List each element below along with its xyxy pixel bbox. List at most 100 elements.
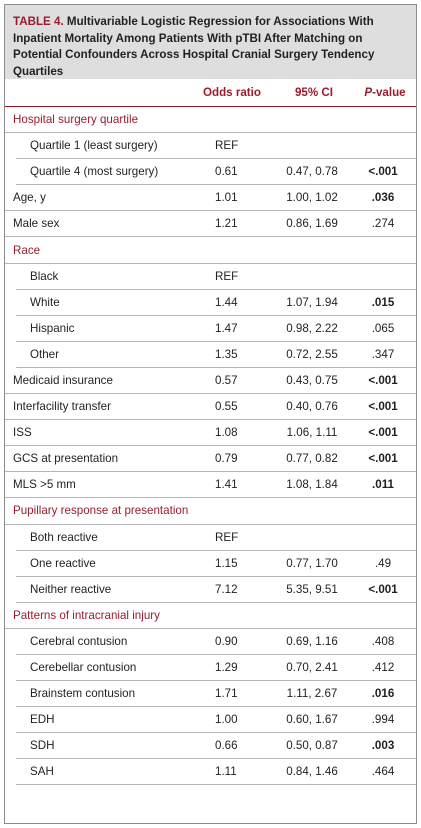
p-value-cell: .036 [371, 191, 395, 205]
p-value-cell: <.001 [368, 400, 398, 414]
odds-ratio-cell: 1.11 [215, 765, 237, 779]
table-row: ISS 1.08 1.06, 1.11 <.001 [5, 420, 416, 447]
table-caption: TABLE 4. Multivariable Logistic Regressi… [5, 5, 416, 79]
odds-ratio-cell: 0.61 [215, 165, 238, 179]
odds-ratio-cell: 1.47 [215, 321, 238, 335]
row-label: Male sex [13, 217, 60, 231]
table-row: Black REF [16, 264, 416, 290]
table-row: Interfacility transfer 0.55 0.40, 0.76 <.00… [5, 394, 416, 421]
table-row: Medicaid insurance 0.57 0.43, 0.75 <.001 [5, 368, 416, 395]
row-label: Cerebellar contusion [30, 661, 137, 675]
row-label: Hospital surgery quartile [13, 113, 139, 127]
table-row: Quartile 1 (least surgery) REF [16, 133, 416, 160]
p-italic: P [364, 86, 373, 99]
row-label: White [30, 295, 60, 309]
row-label: Pupillary response at presentation [13, 504, 189, 518]
table-row: Both reactive REF [16, 525, 416, 551]
odds-ratio-cell: REF [215, 530, 239, 544]
p-value-cell: .412 [371, 661, 395, 675]
table-row: One reactive 1.15 0.77, 1.70 .49 [16, 551, 416, 577]
section-header-row: Hospital surgery quartile [5, 107, 416, 134]
odds-ratio-cell: 1.41 [215, 478, 238, 492]
p-suffix: -value [372, 86, 406, 99]
p-value-cell: <.001 [368, 373, 398, 387]
row-label: One reactive [30, 556, 96, 570]
ci-cell: 0.47, 0.78 [286, 165, 338, 179]
row-label: Brainstem contusion [30, 687, 136, 701]
table-row: EDH 1.00 0.60, 1.67 .994 [16, 707, 416, 734]
odds-ratio-cell: 1.15 [215, 556, 238, 570]
table-row: Hispanic 1.47 0.98, 2.22 .065 [16, 316, 416, 342]
table-row: GCS at presentation 0.79 0.77, 0.82 <.001 [5, 446, 416, 473]
table-row: Male sex 1.21 0.86, 1.69 .274 [5, 211, 416, 238]
row-label: ISS [13, 426, 32, 440]
row-label: EDH [30, 713, 55, 727]
ci-cell: 0.40, 0.76 [286, 400, 338, 414]
table-row: Neither reactive 7.12 5.35, 9.51 <.001 [16, 577, 416, 603]
row-label: Quartile 1 (least surgery) [30, 139, 158, 153]
p-value-cell: .003 [371, 739, 395, 753]
table-title: Multivariable Logistic Regression for As… [13, 15, 375, 78]
table-label: TABLE 4. [13, 15, 64, 28]
odds-ratio-cell: 1.21 [215, 217, 238, 231]
column-header-odds-ratio: Odds ratio [203, 86, 261, 99]
row-label: Neither reactive [30, 582, 112, 596]
p-value-cell: .408 [371, 634, 395, 648]
ci-cell: 5.35, 9.51 [286, 582, 338, 596]
row-label: Interfacility transfer [13, 400, 111, 414]
ci-cell: 0.98, 2.22 [286, 321, 338, 335]
ci-cell: 0.60, 1.67 [286, 713, 338, 727]
p-value-cell: <.001 [368, 582, 398, 596]
p-value-cell: .065 [371, 321, 395, 335]
odds-ratio-cell: 7.12 [215, 582, 238, 596]
odds-ratio-cell: 0.55 [215, 400, 238, 414]
p-value-cell: .464 [371, 765, 395, 779]
odds-ratio-cell: 0.79 [215, 452, 238, 466]
p-value-cell: .011 [372, 478, 394, 492]
ci-cell: 0.86, 1.69 [286, 217, 338, 231]
row-label: SDH [30, 739, 55, 753]
odds-ratio-cell: REF [215, 139, 239, 153]
column-header-p-value: P-value [355, 86, 415, 99]
odds-ratio-cell: 1.35 [215, 347, 238, 361]
row-label: Hispanic [30, 321, 75, 335]
section-header-row: Patterns of intracranial injury [5, 603, 416, 629]
p-value-cell: <.001 [368, 165, 398, 179]
table-row: Cerebral contusion 0.90 0.69, 1.16 .408 [16, 629, 416, 655]
section-header-row: Pupillary response at presentation [5, 498, 416, 525]
row-label: SAH [30, 765, 54, 779]
row-label: Race [13, 243, 41, 257]
p-value-cell: .347 [371, 347, 395, 361]
odds-ratio-cell: 1.44 [215, 295, 238, 309]
table-body: Hospital surgery quartile Quartile 1 (lea… [5, 107, 416, 786]
ci-cell: 0.70, 2.41 [286, 661, 338, 675]
table-frame: TABLE 4. Multivariable Logistic Regressi… [4, 4, 417, 824]
ci-cell: 0.77, 0.82 [286, 452, 338, 466]
row-label: Other [30, 347, 59, 361]
table-row: White 1.44 1.07, 1.94 .015 [16, 290, 416, 316]
table-row: Age, y 1.01 1.00, 1.02 .036 [5, 185, 416, 212]
column-header-ci: 95% CI [294, 86, 334, 99]
odds-ratio-cell: REF [215, 269, 239, 283]
row-label: MLS >5 mm [13, 478, 76, 492]
table-row: Quartile 4 (most surgery) 0.61 0.47, 0.78 <… [16, 159, 416, 186]
ci-cell: 0.84, 1.46 [286, 765, 338, 779]
p-value-cell: .015 [371, 295, 395, 309]
section-header-row: Race [5, 237, 416, 264]
ci-cell: 0.43, 0.75 [286, 373, 338, 387]
odds-ratio-cell: 0.90 [215, 634, 238, 648]
odds-ratio-cell: 1.71 [215, 687, 238, 701]
row-label: Medicaid insurance [13, 373, 113, 387]
p-value-cell: <.001 [368, 452, 398, 466]
odds-ratio-cell: 0.66 [215, 739, 238, 753]
table-row: Cerebellar contusion 1.29 0.70, 2.41 .412 [16, 655, 416, 682]
ci-cell: 0.77, 1.70 [286, 556, 338, 570]
row-label: Cerebral contusion [30, 634, 128, 648]
table-row: SDH 0.66 0.50, 0.87 .003 [16, 733, 416, 760]
ci-cell: 1.06, 1.11 [286, 426, 338, 440]
p-value-cell: <.001 [368, 426, 398, 440]
odds-ratio-cell: 0.57 [215, 373, 238, 387]
row-label: Quartile 4 (most surgery) [30, 165, 159, 179]
table-row: SAH 1.11 0.84, 1.46 .464 [16, 759, 416, 786]
ci-cell: 0.72, 2.55 [286, 347, 338, 361]
